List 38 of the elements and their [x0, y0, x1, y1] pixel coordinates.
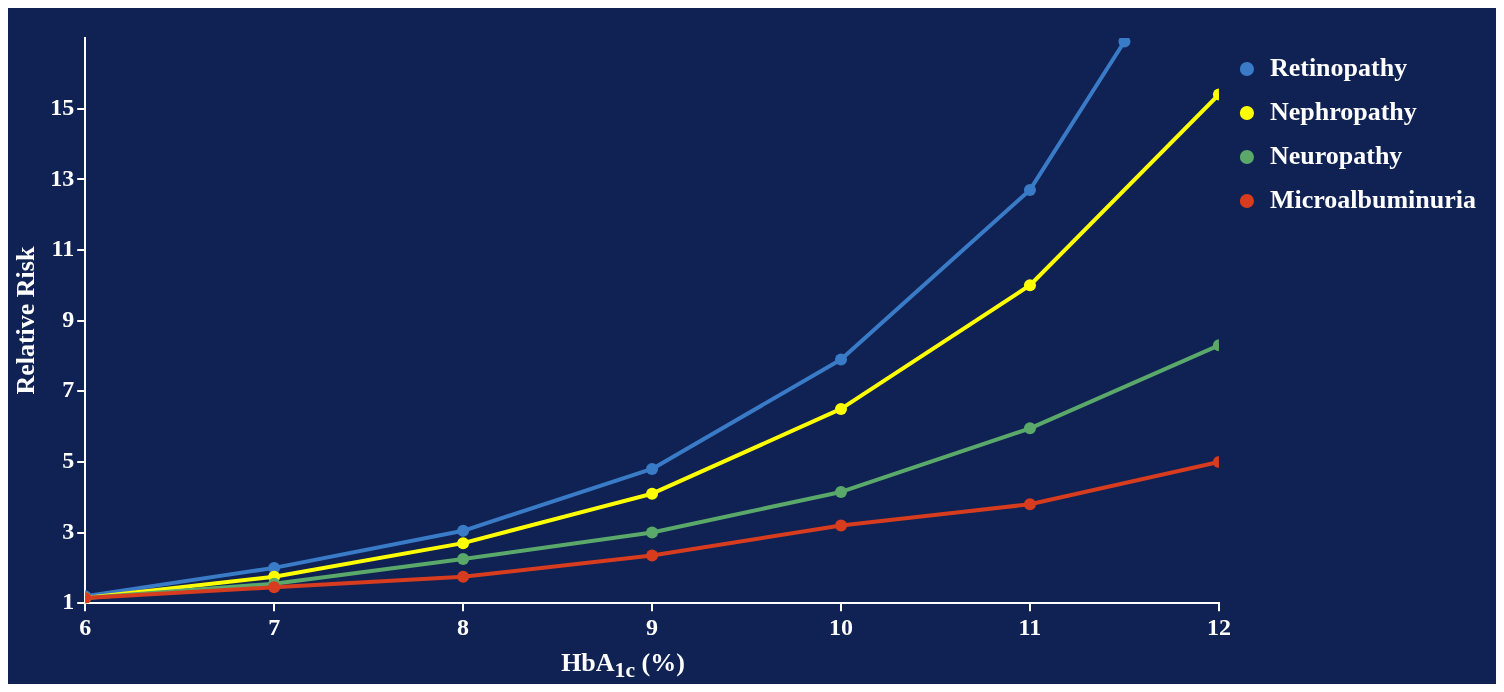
point: [835, 485, 848, 498]
legend-label: Nephropathy: [1269, 96, 1417, 126]
point: [646, 487, 659, 500]
point: [646, 549, 659, 562]
y-tick-label: 7: [62, 376, 75, 403]
point: [835, 519, 848, 532]
point: [835, 353, 848, 366]
y-axis-title: Relative Risk: [11, 246, 41, 395]
y-tick-label: 13: [50, 164, 75, 191]
y-tick-label: 15: [50, 93, 75, 120]
x-axis-title: HbA$_{1c}$ (%): [560, 648, 686, 684]
point: [646, 462, 659, 475]
point: [457, 570, 470, 583]
x-tick-label: 12: [1206, 613, 1231, 640]
x-tick-label: 7: [268, 613, 281, 640]
point: [457, 537, 470, 550]
y-tick-label: 9: [62, 305, 75, 332]
point: [1023, 422, 1036, 435]
legend-label: Retinopathy: [1269, 52, 1408, 82]
point: [457, 524, 470, 537]
x-tick-label: 8: [457, 613, 470, 640]
legend-label: Neuropathy: [1269, 140, 1403, 170]
point: [457, 553, 470, 566]
point: [268, 581, 281, 594]
x-tick-label: 9: [646, 613, 659, 640]
x-tick-label: 11: [1018, 613, 1042, 640]
legend-label: Microalbuminuria: [1269, 184, 1477, 214]
y-tick-label: 11: [51, 235, 75, 262]
point: [835, 402, 848, 415]
point: [646, 526, 659, 539]
x-tick-label: 6: [79, 613, 92, 640]
point: [1023, 498, 1036, 511]
point: [1023, 279, 1036, 292]
y-tick-label: 1: [62, 588, 75, 615]
x-tick-label: 10: [829, 613, 854, 640]
y-tick-label: 5: [62, 447, 75, 474]
point: [1023, 183, 1036, 196]
y-tick-label: 3: [62, 517, 75, 544]
